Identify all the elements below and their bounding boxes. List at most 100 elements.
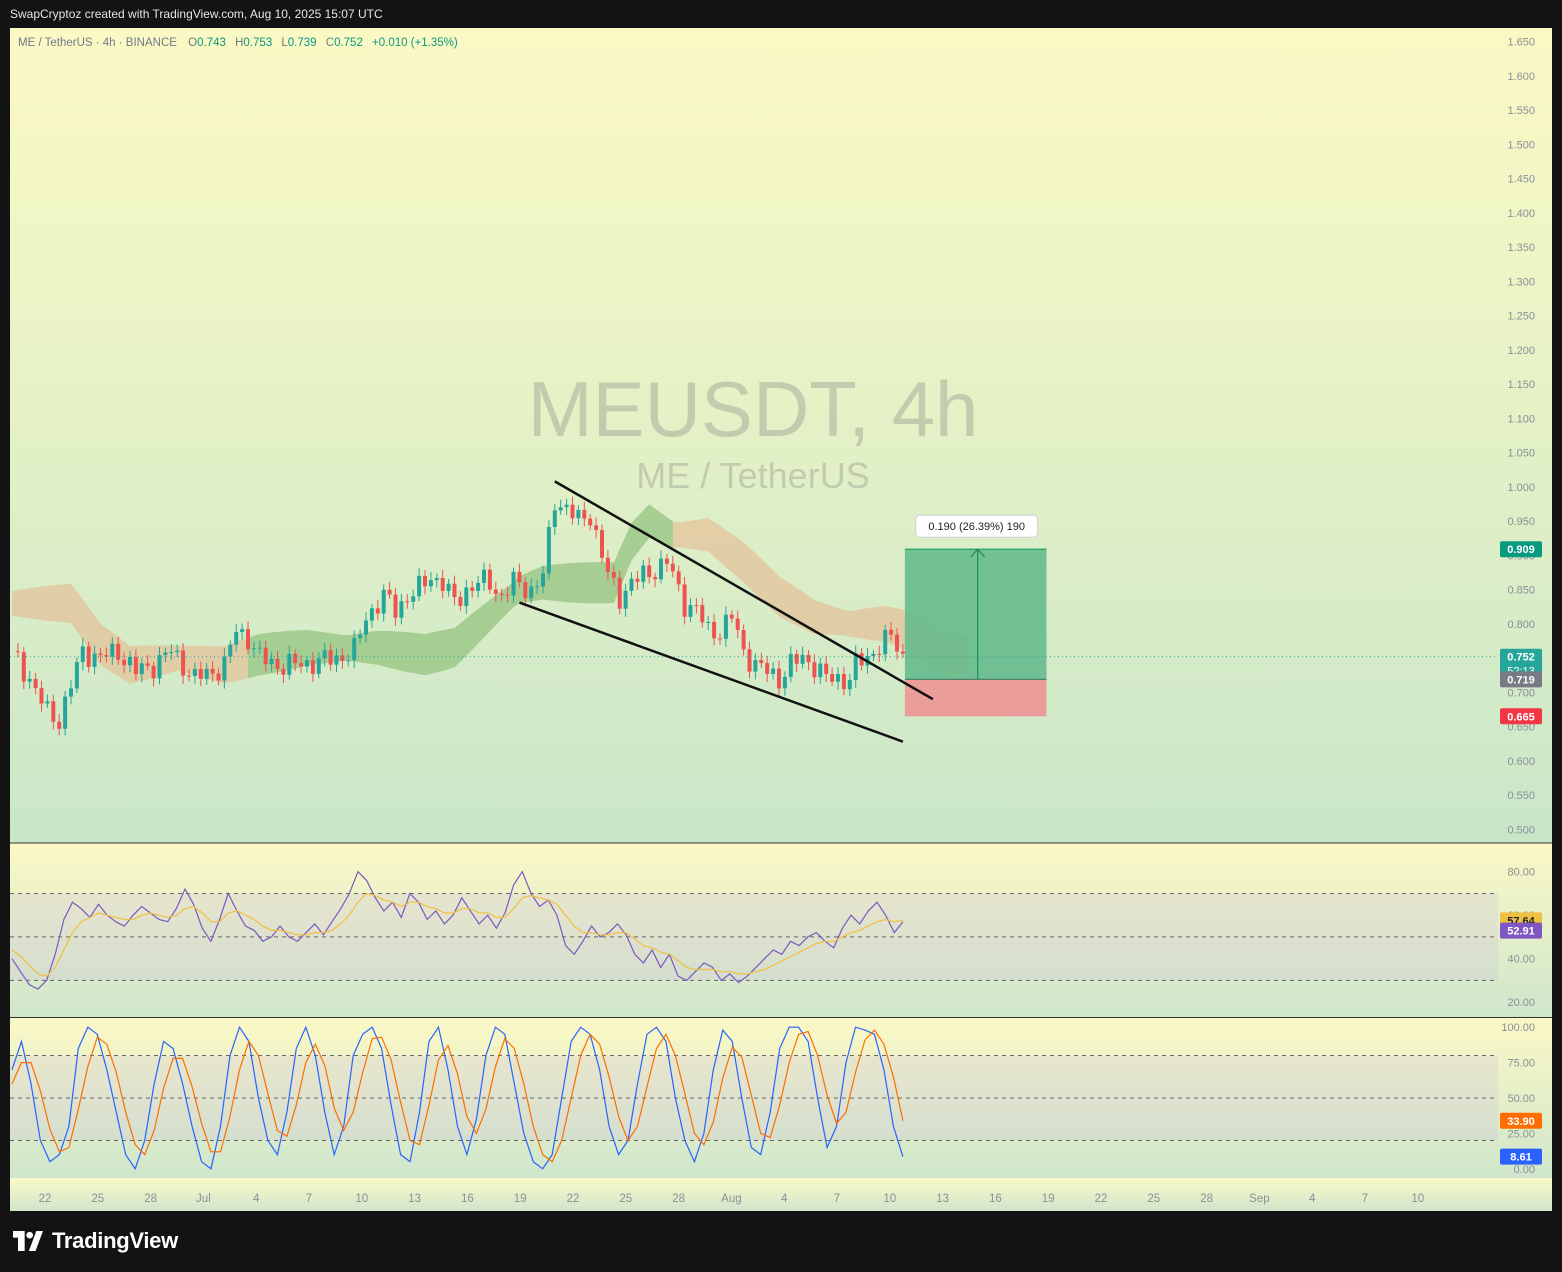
oscillator-tick-label: 100.00 [1501, 1022, 1535, 1034]
candle-body [128, 656, 132, 666]
time-tick-label: 28 [672, 1193, 685, 1205]
candle-body [718, 638, 722, 640]
candle-body [352, 638, 357, 661]
wedge-upper-trendline [554, 480, 934, 701]
price-label-stop-bg [1500, 708, 1542, 725]
candle-body [877, 653, 882, 655]
time-tick-label: 7 [834, 1193, 840, 1205]
oscillator-series-line [11, 870, 904, 990]
price-tick-label: 1.350 [1507, 242, 1535, 254]
candle-body [293, 653, 298, 664]
tradingview-wordmark: TradingView [52, 1228, 178, 1253]
time-tick-label: 28 [144, 1193, 157, 1205]
oscillator-tick-label: 40.00 [1507, 954, 1535, 966]
price-tick-label: 1.050 [1507, 448, 1535, 460]
candle-body [328, 650, 333, 665]
candle-body [145, 663, 150, 666]
price-tick-label: 1.450 [1507, 174, 1535, 186]
oscillator-tick-label: 80.00 [1507, 867, 1535, 879]
rsi-pane-bg [10, 843, 1552, 1017]
candle-body [535, 586, 540, 588]
candle-body [570, 504, 575, 519]
candle-body [600, 530, 604, 558]
candle-body [476, 582, 481, 591]
candle-body [27, 678, 32, 682]
candle-body [836, 673, 840, 682]
candle-body [334, 655, 339, 665]
oscillator-series-line [11, 1029, 904, 1163]
chart-frame: MEUSDT, 4h ME / TetherUS ME / TetherUS ·… [10, 28, 1552, 1211]
candle-body [187, 675, 191, 677]
candle-body [428, 580, 433, 587]
candle-body [399, 601, 404, 618]
time-tick-label: 4 [781, 1193, 788, 1205]
candle-body [51, 701, 56, 722]
candle-body [712, 621, 717, 639]
time-tick-label: 7 [306, 1193, 312, 1205]
price-tick-label: 1.150 [1507, 379, 1535, 391]
time-axis-bg [10, 1178, 1552, 1211]
candle-body [133, 656, 138, 675]
candle-body [387, 589, 392, 595]
tradingview-logo-icon [13, 1231, 43, 1251]
position-target-zone [904, 549, 1047, 680]
candle-body [80, 646, 85, 663]
candle-body [641, 565, 646, 582]
candle-body [771, 668, 776, 674]
legend-high: 0.753 [243, 37, 272, 49]
legend-low: 0.739 [288, 37, 317, 49]
time-tick-label: 19 [514, 1193, 527, 1205]
candle-body [594, 525, 599, 531]
candle-body [688, 605, 693, 617]
candle-body [546, 527, 551, 574]
price-tick-label: 1.000 [1507, 482, 1535, 494]
candle-body [281, 668, 286, 675]
candle-body [883, 629, 888, 655]
oscillator-value-label-bg [1500, 922, 1542, 939]
watermark-title: MEUSDT, 4h [528, 365, 979, 453]
candle-body [700, 605, 705, 623]
candle-body [169, 652, 174, 654]
candle-body [830, 673, 835, 682]
candle-body [729, 614, 734, 619]
candle-body [841, 673, 846, 690]
candle-body [706, 621, 711, 623]
price-label-target: 0.909 [1507, 544, 1535, 556]
position-label: 0.190 (26.39%) 190 [928, 521, 1025, 533]
price-tick-label: 1.250 [1507, 311, 1535, 323]
time-tick-label: 4 [253, 1193, 260, 1205]
legend-symbol: ME / TetherUS · 4h · BINANCE [18, 37, 177, 49]
candle-body [104, 655, 109, 657]
time-tick-label: 13 [408, 1193, 421, 1205]
candle-body [86, 646, 91, 667]
oscillator-value-label: 52.91 [1507, 926, 1535, 938]
price-label-entry-bg [1500, 671, 1542, 688]
candle-body [564, 504, 569, 508]
candle-body [682, 584, 687, 617]
candle-body [74, 662, 79, 689]
candle-body [505, 594, 510, 596]
candle-body [647, 565, 652, 578]
candle-body [723, 614, 728, 639]
price-tick-label: 0.950 [1507, 516, 1535, 528]
candle-body [487, 569, 492, 590]
candle-body [15, 651, 20, 653]
candle-body [228, 644, 233, 657]
legend-change: +0.010 (+1.35%) [372, 37, 458, 49]
candle-body [806, 654, 811, 663]
candle-body [470, 587, 475, 591]
time-tick-label: 25 [1147, 1193, 1160, 1205]
candle-body [511, 571, 516, 596]
candle-body [605, 557, 610, 572]
tradingview-logo[interactable]: TradingView [12, 1228, 178, 1254]
candle-body [139, 663, 144, 675]
candle-body [735, 618, 740, 630]
oscillator-tick-label: 75.00 [1507, 1058, 1535, 1070]
time-tick-label: 22 [39, 1193, 52, 1205]
oscillator-series-line [11, 892, 903, 977]
price-tick-label: 0.800 [1507, 619, 1535, 631]
price-label-target-bg [1500, 541, 1542, 558]
time-tick-label: 13 [936, 1193, 949, 1205]
chart-svg[interactable]: MEUSDT, 4h ME / TetherUS ME / TetherUS ·… [10, 28, 1552, 1211]
price-tick-label: 0.550 [1507, 790, 1535, 802]
